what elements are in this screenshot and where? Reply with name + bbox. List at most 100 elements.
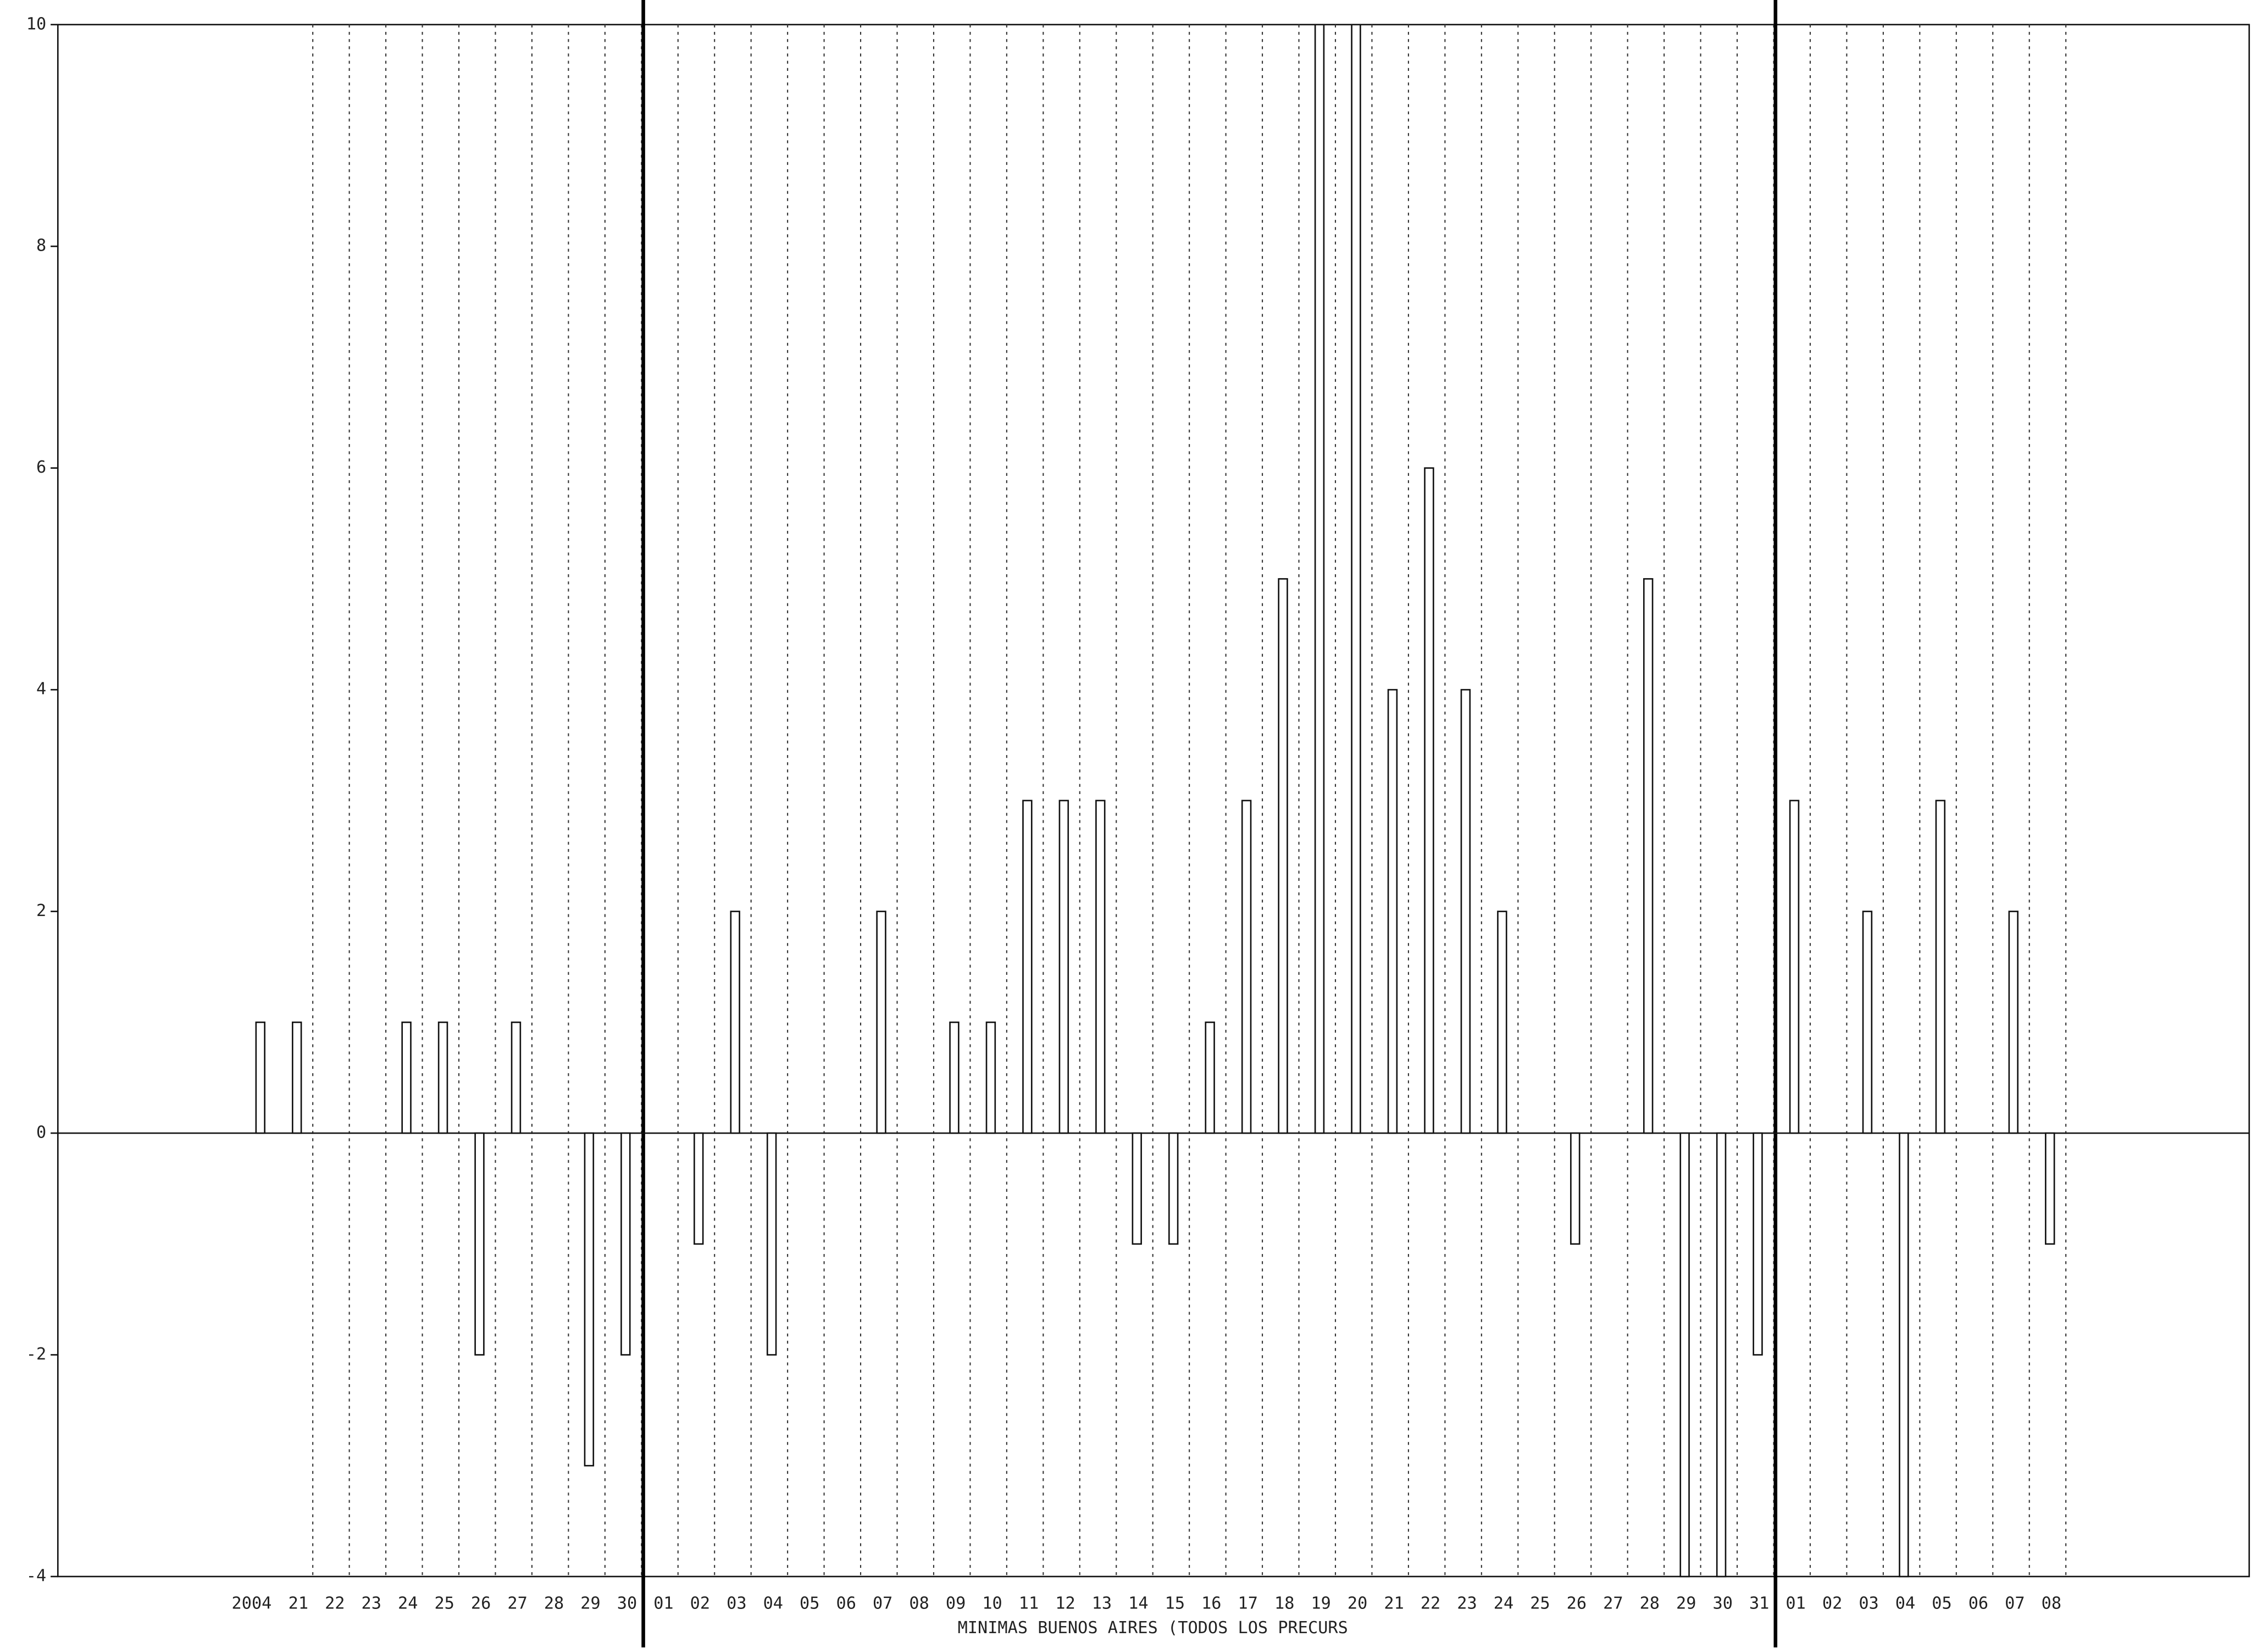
x-tick-label: 21	[289, 1594, 308, 1613]
bar	[1497, 911, 1507, 1134]
x-tick-label: 23	[362, 1594, 381, 1613]
bar	[292, 1021, 302, 1134]
bar	[1679, 1132, 1690, 1578]
bar	[1716, 1132, 1727, 1578]
x-tick-label: 04	[763, 1594, 783, 1613]
y-tick-label: 6	[36, 458, 46, 477]
x-tick-label: 30	[1713, 1594, 1733, 1613]
bar	[1460, 689, 1471, 1134]
x-tick-label: 17	[1238, 1594, 1258, 1613]
bar	[474, 1132, 485, 1356]
bar	[1095, 800, 1106, 1134]
bar	[1935, 800, 1946, 1134]
x-tick-label: 07	[2005, 1594, 2025, 1613]
x-tick-label: 23	[1457, 1594, 1477, 1613]
x-tick-label: 03	[1859, 1594, 1878, 1613]
x-tick-label: 24	[398, 1594, 418, 1613]
bar	[1278, 578, 1288, 1134]
y-tick-label: -2	[26, 1345, 46, 1364]
x-tick-label: 01	[653, 1594, 673, 1613]
y-tick-label: 2	[36, 901, 46, 920]
y-tick-label: -4	[26, 1566, 46, 1585]
x-tick-label: 11	[1019, 1594, 1039, 1613]
bar	[949, 1021, 960, 1134]
x-tick-label: 13	[1092, 1594, 1112, 1613]
bar	[1241, 800, 1252, 1134]
x-tick-label: 06	[1968, 1594, 1988, 1613]
chart-title: MINIMAS BUENOS AIRES (TODOS LOS PRECURS	[958, 1618, 1348, 1638]
bar	[1899, 1132, 1909, 1578]
x-tick-label: 21	[1384, 1594, 1404, 1613]
x-tick-label: 14	[1128, 1594, 1148, 1613]
bar	[730, 911, 740, 1134]
bar	[1387, 689, 1398, 1134]
bar	[985, 1021, 996, 1134]
x-tick-label: 30	[617, 1594, 637, 1613]
x-tick-label: 10	[982, 1594, 1002, 1613]
x-tick-label: 27	[1603, 1594, 1623, 1613]
x-tick-label: 28	[544, 1594, 564, 1613]
x-tick-label: 03	[727, 1594, 746, 1613]
x-tick-label: 07	[873, 1594, 892, 1613]
bar	[255, 1021, 265, 1134]
x-tick-label: 05	[800, 1594, 819, 1613]
x-tick-label: 05	[1932, 1594, 1951, 1613]
y-tick-label: 0	[36, 1123, 46, 1142]
bar	[620, 1132, 631, 1356]
x-tick-label: 06	[836, 1594, 856, 1613]
x-tick-label: 02	[1822, 1594, 1842, 1613]
x-tick-label: 12	[1055, 1594, 1075, 1613]
x-tick-label: 04	[1895, 1594, 1915, 1613]
bar	[1022, 800, 1033, 1134]
bar	[1643, 578, 1654, 1134]
x-tick-label: 28	[1640, 1594, 1660, 1613]
bar	[1205, 1021, 1215, 1134]
x-tick-label: 09	[946, 1594, 966, 1613]
bar	[876, 911, 886, 1134]
bar	[1862, 911, 1873, 1134]
x-tick-label: 24	[1494, 1594, 1513, 1613]
x-tick-label: 27	[507, 1594, 527, 1613]
bar	[1570, 1132, 1581, 1245]
x-tick-label: 16	[1201, 1594, 1221, 1613]
x-tick-label: 20	[1348, 1594, 1367, 1613]
x-tick-label: 29	[580, 1594, 600, 1613]
x-tick-label: 15	[1165, 1594, 1185, 1613]
bar	[1314, 24, 1325, 1134]
bar	[1132, 1132, 1142, 1245]
bar	[437, 1021, 448, 1134]
bar	[1424, 467, 1434, 1134]
bar	[2045, 1132, 2055, 1245]
x-tick-label: 25	[1530, 1594, 1550, 1613]
y-tick-label: 10	[26, 14, 46, 34]
x-tick-label: 29	[1676, 1594, 1696, 1613]
x-tick-label: 31	[1749, 1594, 1769, 1613]
bar	[511, 1021, 522, 1134]
bar	[1753, 1132, 1763, 1356]
x-tick-label: 22	[1421, 1594, 1440, 1613]
bar	[1351, 24, 1361, 1134]
y-tick-label: 4	[36, 680, 46, 699]
x-tick-label: 02	[690, 1594, 710, 1613]
bar	[1168, 1132, 1179, 1245]
bar	[1789, 800, 1800, 1134]
x-tick-label: 22	[325, 1594, 345, 1613]
x-tick-label: 2004	[232, 1594, 272, 1613]
x-tick-label: 26	[471, 1594, 491, 1613]
x-tick-label: 25	[434, 1594, 454, 1613]
x-tick-label: 01	[1785, 1594, 1805, 1613]
bar	[766, 1132, 777, 1356]
y-tick-label: 8	[36, 236, 46, 256]
bar	[2008, 911, 2019, 1134]
plot-frame	[57, 24, 2250, 1578]
x-tick-label: 08	[2042, 1594, 2061, 1613]
bar	[584, 1132, 595, 1467]
bar	[694, 1132, 704, 1245]
x-tick-label: 08	[909, 1594, 929, 1613]
bar	[1058, 800, 1069, 1134]
x-tick-label: 19	[1311, 1594, 1330, 1613]
bar	[401, 1021, 412, 1134]
x-tick-label: 18	[1274, 1594, 1294, 1613]
